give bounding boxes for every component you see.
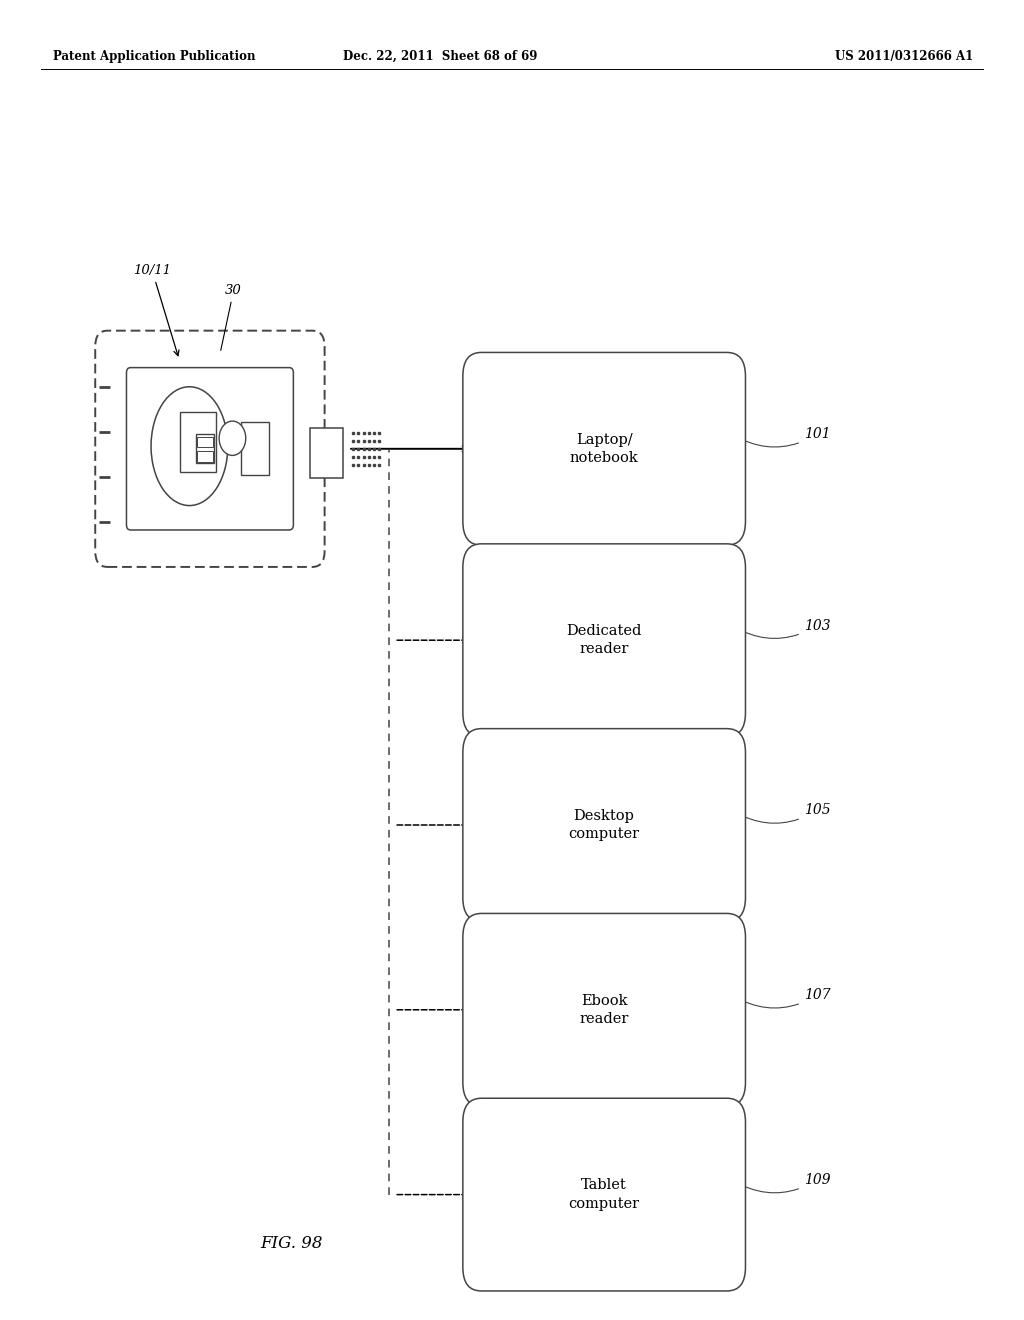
FancyBboxPatch shape xyxy=(463,352,745,545)
Text: 105: 105 xyxy=(734,804,830,824)
Text: Tablet
computer: Tablet computer xyxy=(568,1179,640,1210)
Text: 103: 103 xyxy=(734,619,830,639)
Ellipse shape xyxy=(219,421,246,455)
Ellipse shape xyxy=(152,387,227,506)
FancyBboxPatch shape xyxy=(310,428,343,478)
FancyBboxPatch shape xyxy=(463,913,745,1106)
Text: Dec. 22, 2011  Sheet 68 of 69: Dec. 22, 2011 Sheet 68 of 69 xyxy=(343,50,538,63)
FancyBboxPatch shape xyxy=(197,451,213,462)
FancyBboxPatch shape xyxy=(463,544,745,737)
Text: 107: 107 xyxy=(734,989,830,1008)
Text: FIG. 98: FIG. 98 xyxy=(260,1236,324,1251)
FancyBboxPatch shape xyxy=(241,422,269,475)
FancyBboxPatch shape xyxy=(95,330,325,568)
Text: 109: 109 xyxy=(734,1173,830,1193)
Text: Desktop
computer: Desktop computer xyxy=(568,809,640,841)
Text: 10/11: 10/11 xyxy=(133,264,179,355)
Text: US 2011/0312666 A1: US 2011/0312666 A1 xyxy=(835,50,973,63)
Text: Patent Application Publication: Patent Application Publication xyxy=(53,50,256,63)
Text: Dedicated
reader: Dedicated reader xyxy=(566,624,642,656)
Text: 101: 101 xyxy=(734,428,830,447)
FancyBboxPatch shape xyxy=(180,412,215,471)
FancyBboxPatch shape xyxy=(196,434,214,463)
FancyBboxPatch shape xyxy=(197,437,213,447)
Text: Ebook
reader: Ebook reader xyxy=(580,994,629,1026)
FancyBboxPatch shape xyxy=(463,1098,745,1291)
Text: Laptop/
notebook: Laptop/ notebook xyxy=(569,433,639,465)
FancyBboxPatch shape xyxy=(463,729,745,921)
Text: 30: 30 xyxy=(221,284,242,350)
FancyBboxPatch shape xyxy=(127,367,293,529)
